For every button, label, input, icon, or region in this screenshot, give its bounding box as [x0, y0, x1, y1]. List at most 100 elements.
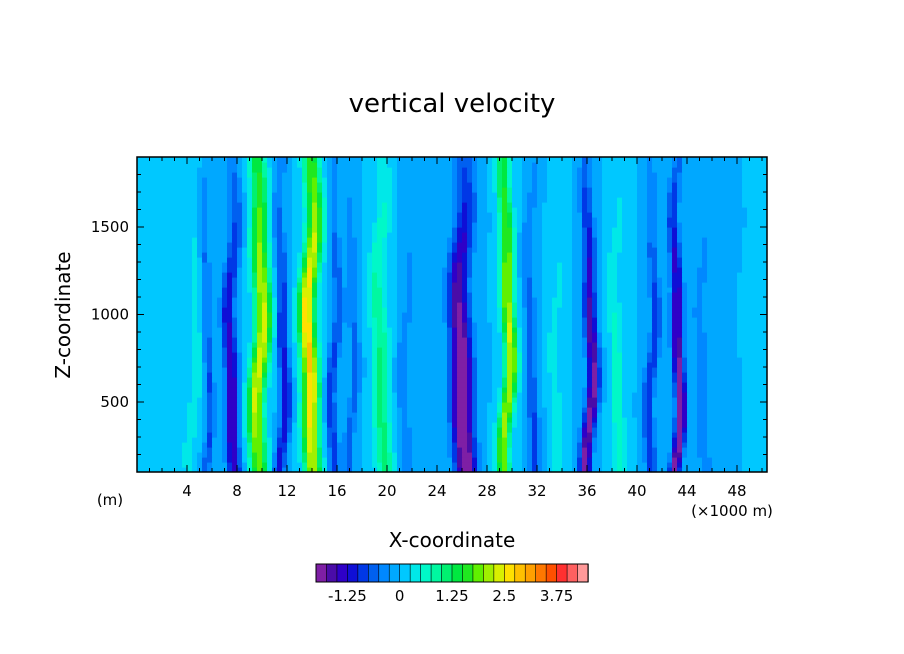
field-cell [162, 447, 168, 453]
field-cell [197, 322, 203, 328]
field-cell [742, 332, 748, 338]
field-cell [482, 442, 488, 448]
heatmap-field [137, 157, 767, 472]
field-cell [162, 407, 168, 413]
field-cell [247, 307, 253, 313]
field-cell [522, 312, 528, 318]
field-cell [452, 302, 458, 308]
field-cell [672, 342, 678, 348]
field-cell [482, 457, 488, 463]
field-cell [497, 312, 503, 318]
field-cell [642, 297, 648, 303]
field-cell [197, 342, 203, 348]
field-cell [242, 382, 248, 388]
field-cell [472, 397, 478, 403]
field-cell [752, 392, 758, 398]
field-cell [737, 287, 743, 293]
field-cell [202, 462, 208, 468]
field-cell [502, 307, 508, 313]
field-cell [562, 307, 568, 313]
field-cell [257, 392, 263, 398]
field-cell [267, 337, 273, 343]
field-cell [317, 412, 323, 418]
field-cell [687, 352, 693, 358]
field-cell [157, 427, 163, 433]
field-cell [507, 457, 513, 463]
field-cell [742, 297, 748, 303]
field-cell [367, 332, 373, 338]
field-cell [417, 432, 423, 438]
field-cell [157, 467, 163, 472]
field-cell [727, 292, 733, 298]
field-cell [442, 277, 448, 283]
field-cell [327, 277, 333, 283]
field-cell [527, 447, 533, 453]
field-cell [417, 282, 423, 288]
field-cell [662, 462, 668, 468]
field-cell [237, 392, 243, 398]
field-cell [557, 327, 563, 333]
field-cell [392, 432, 398, 438]
field-cell [512, 402, 518, 408]
field-cell [157, 352, 163, 358]
field-cell [762, 467, 767, 472]
field-cell [667, 282, 673, 288]
field-cell [432, 412, 438, 418]
field-cell [277, 312, 283, 318]
field-cell [702, 392, 708, 398]
field-cell [282, 307, 288, 313]
field-cell [677, 317, 683, 323]
field-cell [257, 282, 263, 288]
field-cell [237, 347, 243, 353]
field-cell [397, 417, 403, 423]
field-cell [342, 437, 348, 443]
field-cell [337, 437, 343, 443]
field-cell [602, 312, 608, 318]
field-cell [137, 462, 143, 468]
field-cell [572, 407, 578, 413]
field-cell [697, 302, 703, 308]
field-cell [432, 352, 438, 358]
field-cell [497, 417, 503, 423]
field-cell [407, 327, 413, 333]
field-cell [317, 327, 323, 333]
field-cell [647, 402, 653, 408]
field-cell [457, 442, 463, 448]
field-cell [417, 377, 423, 383]
field-cell [387, 337, 393, 343]
field-cell [597, 397, 603, 403]
field-cell [402, 277, 408, 283]
field-cell [692, 377, 698, 383]
field-cell [142, 342, 148, 348]
field-cell [177, 347, 183, 353]
field-cell [377, 402, 383, 408]
field-cell [352, 407, 358, 413]
field-cell [357, 332, 363, 338]
field-cell [652, 397, 658, 403]
field-cell [612, 402, 618, 408]
field-cell [382, 432, 388, 438]
field-cell [567, 437, 573, 443]
field-cell [337, 292, 343, 298]
field-cell [212, 317, 218, 323]
field-cell [702, 282, 708, 288]
field-cell [302, 417, 308, 423]
field-cell [462, 437, 468, 443]
field-cell [447, 302, 453, 308]
field-cell [157, 347, 163, 353]
field-cell [727, 457, 733, 463]
field-cell [287, 302, 293, 308]
field-cell [637, 452, 643, 458]
field-cell [312, 312, 318, 318]
field-cell [527, 457, 533, 463]
field-cell [322, 357, 328, 363]
field-cell [697, 312, 703, 318]
field-cell [137, 372, 143, 378]
field-cell [297, 437, 303, 443]
field-cell [477, 367, 483, 373]
field-cell [222, 312, 228, 318]
field-cell [732, 302, 738, 308]
field-cell [617, 327, 623, 333]
field-cell [747, 367, 753, 373]
field-cell [252, 362, 258, 368]
